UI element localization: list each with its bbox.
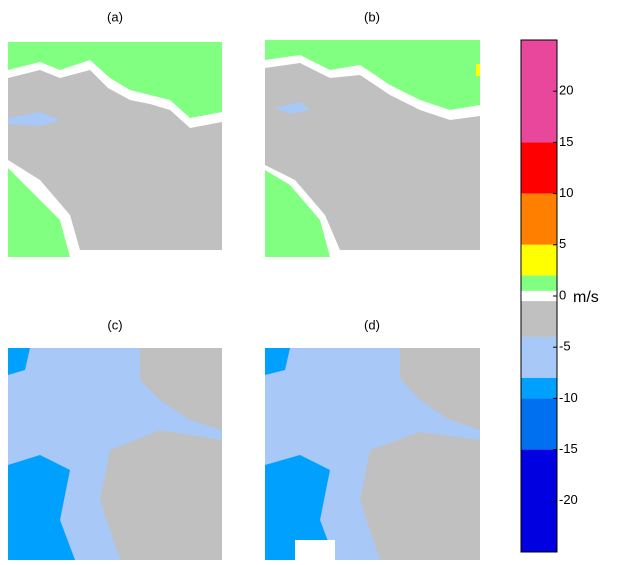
colorbar-band — [521, 244, 557, 276]
tick-label: 20 — [559, 83, 573, 98]
colorbar-band — [521, 377, 557, 399]
tick-label: 10 — [559, 185, 573, 200]
unit-label: m/s — [573, 289, 599, 306]
map-c — [8, 348, 222, 560]
panel-label: (d) — [364, 317, 380, 332]
tick-label: -10 — [559, 390, 578, 405]
tick-label: 0 — [559, 287, 566, 302]
tick-label: -5 — [559, 339, 571, 354]
colorbar-band — [521, 398, 557, 450]
map-a — [8, 42, 222, 257]
tick-label: 15 — [559, 134, 573, 149]
map-b — [265, 40, 480, 257]
colorbar-band — [521, 449, 557, 552]
colorbar-band — [521, 142, 557, 194]
colorbar-band — [521, 275, 557, 291]
colorbar-band — [521, 301, 557, 337]
map-d — [265, 348, 480, 560]
tick-label: 5 — [559, 236, 566, 251]
panel-label: (c) — [107, 317, 122, 332]
tick-label: -20 — [559, 492, 578, 507]
panel-label: (a) — [107, 9, 123, 24]
colorbar-band — [521, 336, 557, 378]
colorbar-band — [521, 290, 557, 302]
colorbar-band — [521, 193, 557, 245]
tick-label: -15 — [559, 441, 578, 456]
colorbar-band — [521, 40, 557, 143]
panel-label: (b) — [364, 9, 380, 24]
